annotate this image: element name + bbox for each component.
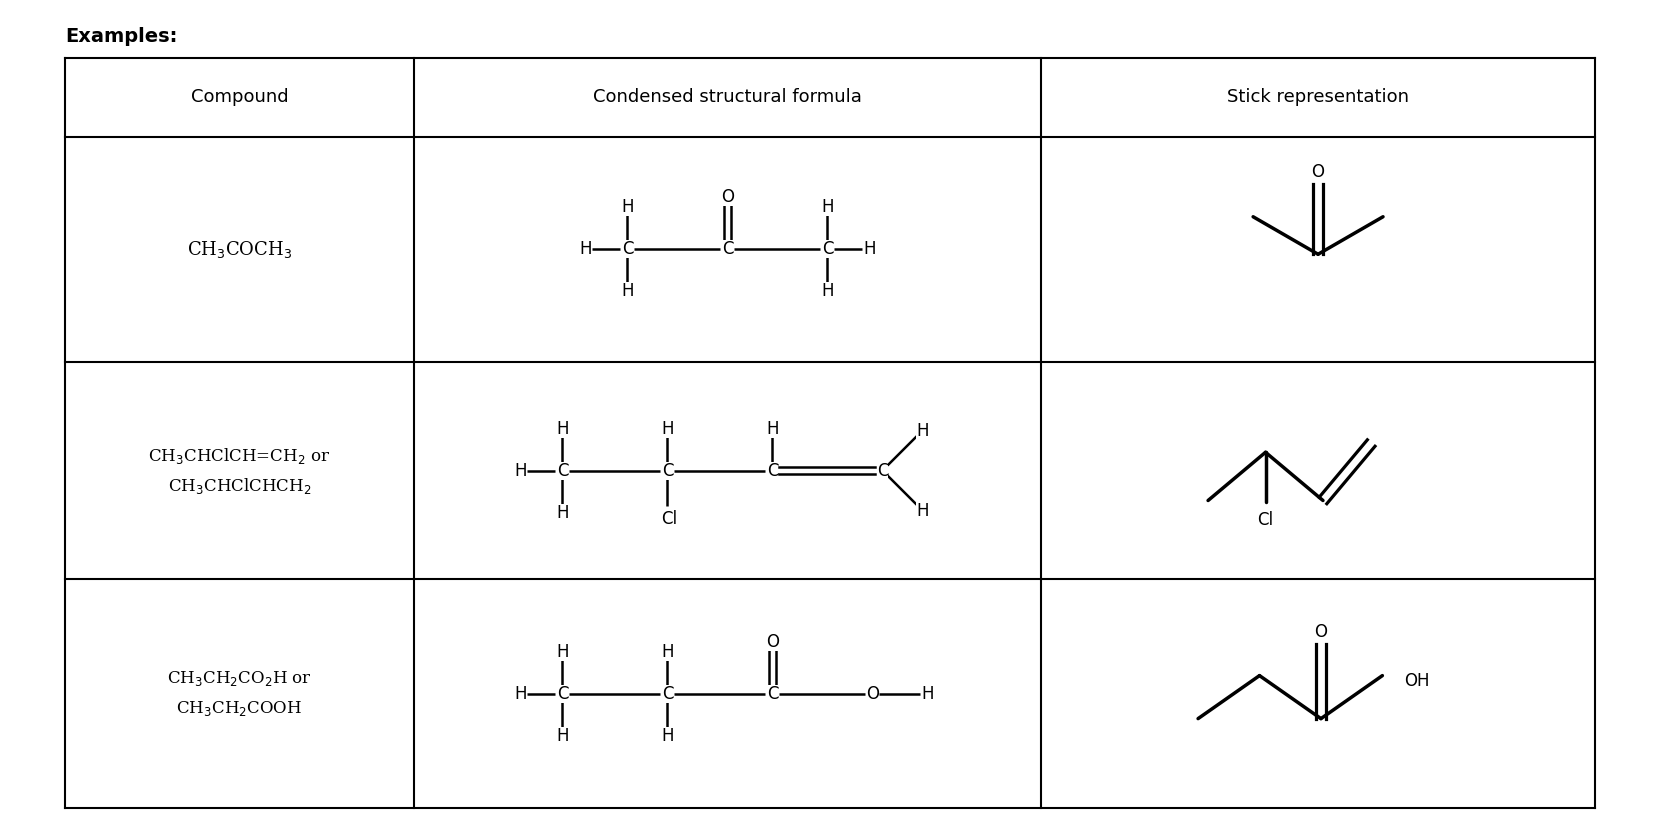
Text: CH$_3$CHClCHCH$_2$: CH$_3$CHClCHCH$_2$	[167, 475, 311, 496]
Text: C: C	[767, 461, 779, 479]
Text: H: H	[556, 643, 569, 661]
Text: H: H	[921, 685, 935, 703]
Text: C: C	[622, 240, 633, 258]
Text: O: O	[867, 685, 878, 703]
Text: H: H	[622, 198, 633, 216]
Text: CH$_3$COCH$_3$: CH$_3$COCH$_3$	[187, 238, 293, 260]
Text: H: H	[916, 502, 930, 520]
Text: O: O	[766, 633, 779, 651]
Text: H: H	[579, 240, 592, 258]
Text: H: H	[556, 503, 569, 521]
Text: H: H	[514, 461, 526, 479]
Text: Stick representation: Stick representation	[1227, 88, 1409, 106]
Text: Condensed structural formula: Condensed structural formula	[594, 88, 862, 106]
Text: Compound: Compound	[190, 88, 288, 106]
Text: C: C	[877, 461, 888, 479]
Text: H: H	[766, 419, 779, 437]
Text: C: C	[662, 461, 673, 479]
Text: C: C	[662, 685, 673, 703]
Text: H: H	[863, 240, 875, 258]
Text: H: H	[822, 282, 834, 300]
Text: C: C	[557, 685, 569, 703]
Text: H: H	[822, 198, 834, 216]
Text: H: H	[662, 419, 673, 437]
Text: Cl: Cl	[662, 510, 678, 527]
Text: H: H	[622, 282, 633, 300]
Text: H: H	[916, 422, 930, 440]
Text: H: H	[662, 727, 673, 745]
Text: H: H	[662, 643, 673, 661]
Text: O: O	[1315, 623, 1328, 641]
Text: OH: OH	[1404, 672, 1429, 690]
Text: CH$_3$CH$_2$CO$_2$H or: CH$_3$CH$_2$CO$_2$H or	[167, 669, 313, 688]
Text: CH$_3$CH$_2$COOH: CH$_3$CH$_2$COOH	[177, 699, 303, 718]
Text: O: O	[721, 188, 734, 206]
Text: O: O	[1312, 163, 1325, 182]
Text: H: H	[514, 685, 526, 703]
Text: Examples:: Examples:	[65, 26, 177, 45]
Text: CH$_3$CHClCH=CH$_2$ or: CH$_3$CHClCH=CH$_2$ or	[149, 446, 331, 465]
Text: Cl: Cl	[1257, 512, 1274, 530]
Text: H: H	[556, 727, 569, 745]
Text: C: C	[767, 685, 779, 703]
Text: C: C	[822, 240, 834, 258]
Text: H: H	[556, 419, 569, 437]
Text: C: C	[721, 240, 733, 258]
Text: C: C	[557, 461, 569, 479]
